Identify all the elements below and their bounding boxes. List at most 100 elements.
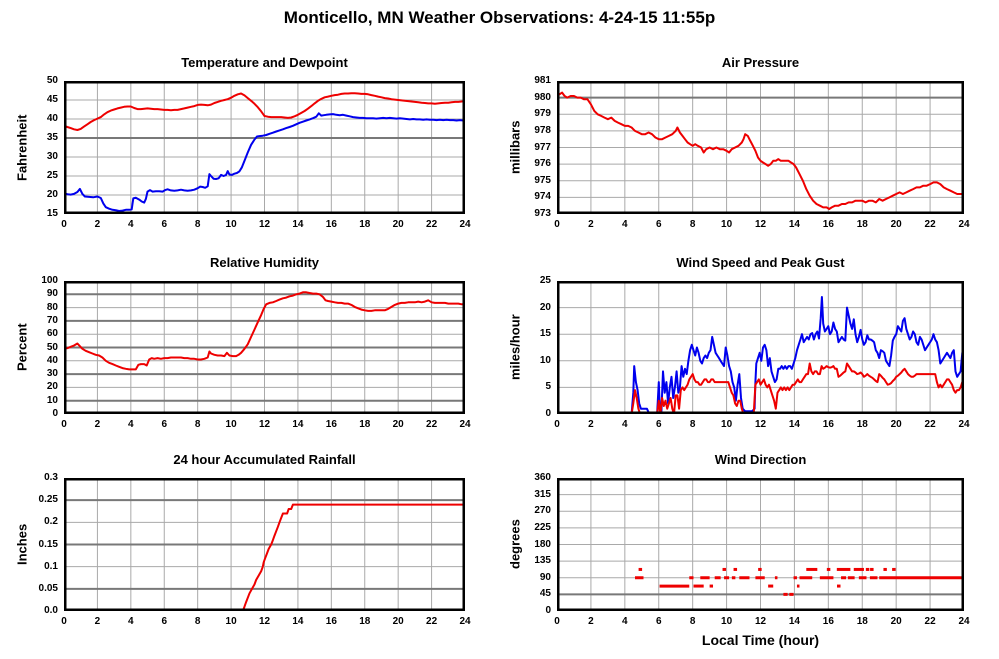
x-tick-label: 8 — [689, 219, 696, 230]
x-tick-label: 18 — [359, 419, 371, 430]
y-axis-label: Percent — [14, 323, 30, 372]
x-tick-label: 24 — [459, 616, 471, 627]
x-tick-label: 24 — [459, 419, 471, 430]
x-tick-label: 0 — [61, 616, 67, 627]
x-tick-label: 22 — [924, 219, 936, 230]
x-tick-label: 2 — [588, 419, 594, 430]
x-tick-label: 14 — [788, 616, 800, 627]
y-tick-label: 976 — [534, 158, 551, 170]
x-tick-label: 24 — [958, 419, 970, 430]
y-tick-label: 15 — [46, 208, 58, 219]
y-tick-label: 979 — [534, 108, 551, 120]
x-tick-label: 20 — [890, 419, 902, 430]
x-tick-label: 16 — [325, 419, 337, 430]
y-tick-label: 0.25 — [38, 494, 58, 506]
y-tick-label: 974 — [534, 191, 551, 203]
y-tick-label: 0 — [545, 408, 551, 419]
chart-accumulated-rainfall: 24 hour Accumulated Rainfall Inches 0.0 0… — [15, 452, 471, 627]
y-tick-label: 978 — [534, 124, 551, 136]
y-axis-label: Fahrenheit — [14, 114, 30, 181]
x-tick-label: 12 — [754, 616, 767, 627]
y-tick-label: 100 — [41, 275, 58, 286]
y-tick-label: 35 — [46, 132, 58, 143]
y-tick-label: 0.05 — [38, 582, 58, 594]
chart-wind-speed-gust: Wind Speed and Peak Gust miles/hour 0 5 10… — [508, 255, 970, 430]
x-tick-label: 4 — [622, 419, 628, 430]
x-tick-label: 12 — [754, 219, 767, 230]
x-tick-label: 2 — [588, 219, 594, 230]
chart-canvas — [63, 478, 466, 612]
plot-area — [63, 81, 466, 214]
x-tick-label: 0 — [554, 419, 560, 430]
x-tick-label: 10 — [225, 219, 237, 230]
page-title: Monticello, MN Weather Observations: 4-2… — [283, 8, 716, 27]
x-tick-label: 0 — [61, 419, 67, 430]
y-tick-label: 25 — [539, 275, 551, 286]
y-tick-label: 0 — [545, 605, 551, 616]
y-tick-label: 50 — [46, 75, 58, 86]
x-tick-label: 6 — [161, 419, 168, 430]
y-tick-label: 90 — [46, 288, 58, 300]
y-tick-label: 315 — [534, 488, 551, 500]
y-tick-label: 980 — [534, 91, 551, 103]
x-tick-label: 20 — [392, 419, 404, 430]
x-tick-label: 12 — [258, 419, 271, 430]
y-tick-label: 135 — [534, 555, 551, 567]
x-tick-label: 2 — [94, 616, 101, 627]
x-tick-label: 12 — [754, 419, 767, 430]
y-tick-label: 25 — [46, 170, 58, 181]
x-tick-label: 8 — [689, 419, 696, 430]
x-tick-label: 8 — [194, 219, 201, 230]
x-tick-label: 22 — [924, 419, 936, 430]
y-tick-label: 180 — [534, 538, 551, 550]
chart-title: Air Pressure — [721, 55, 800, 70]
x-tick-label: 12 — [258, 219, 271, 230]
x-tick-label: 20 — [392, 616, 404, 627]
chart-title: Wind Direction — [714, 452, 807, 467]
x-tick-label: 16 — [822, 616, 834, 627]
x-tick-label: 18 — [856, 219, 868, 230]
x-tick-label: 14 — [292, 219, 304, 230]
chart-air-pressure: Air Pressure millibars 973 974 975 976 977 97… — [508, 55, 970, 230]
x-tick-label: 10 — [721, 419, 733, 430]
x-tick-label: 20 — [392, 219, 404, 230]
x-tick-label: 6 — [655, 419, 662, 430]
y-tick-label: 15 — [539, 328, 551, 340]
x-tick-label: 10 — [721, 616, 733, 627]
y-tick-label: 977 — [534, 141, 551, 153]
x-tick-label: 18 — [856, 616, 868, 627]
plot-area — [556, 281, 965, 415]
chart-canvas — [63, 281, 466, 414]
x-tick-label: 2 — [94, 219, 101, 230]
y-tick-label: 0.15 — [38, 538, 58, 550]
x-axis-label: Local Time (hour) — [701, 632, 820, 648]
x-tick-label: 14 — [292, 419, 304, 430]
chart-title: Relative Humidity — [209, 255, 320, 270]
x-tick-label: 18 — [359, 219, 371, 230]
y-tick-label: 20 — [539, 301, 551, 313]
y-tick-label: 80 — [46, 301, 58, 313]
y-tick-label: 0.0 — [44, 605, 58, 616]
y-tick-label: 270 — [534, 505, 551, 517]
y-tick-label: 10 — [46, 394, 58, 406]
y-tick-label: 5 — [545, 381, 551, 393]
y-tick-label: 45 — [539, 588, 551, 600]
x-tick-label: 0 — [554, 616, 560, 627]
y-tick-label: 0.1 — [44, 560, 58, 572]
chart-canvas — [557, 478, 964, 613]
y-tick-label: 40 — [46, 113, 58, 124]
y-tick-label: 30 — [46, 368, 58, 380]
x-tick-label: 6 — [161, 219, 168, 230]
chart-temperature-dewpoint: Temperature and Dewpoint Fahrenheit 15 20… — [15, 55, 471, 230]
x-tick-label: 22 — [426, 419, 438, 430]
x-tick-label: 24 — [958, 219, 970, 230]
x-tick-label: 10 — [721, 219, 733, 230]
x-tick-label: 24 — [459, 219, 471, 230]
x-tick-label: 4 — [622, 219, 628, 230]
y-axis-label: millibars — [507, 120, 523, 175]
x-tick-label: 14 — [788, 219, 800, 230]
x-tick-label: 6 — [655, 219, 662, 230]
plot-area — [556, 81, 965, 214]
plot-area — [63, 478, 466, 612]
